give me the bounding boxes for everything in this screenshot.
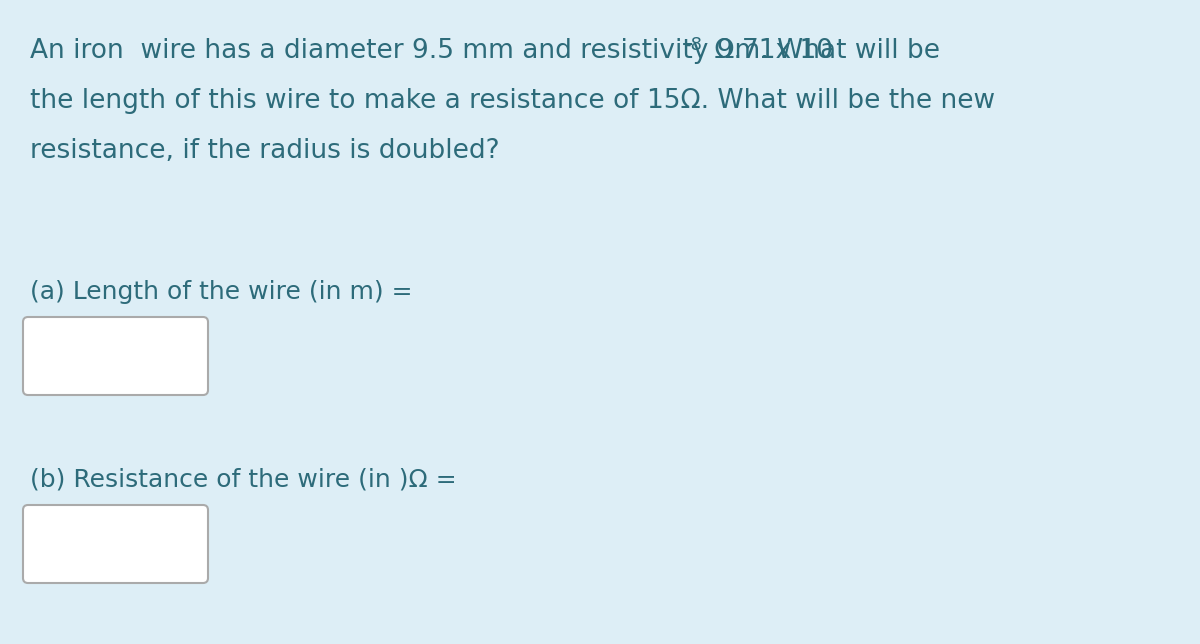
Text: Ωm. What will be: Ωm. What will be bbox=[706, 38, 940, 64]
Text: the length of this wire to make a resistance of 15Ω. What will be the new: the length of this wire to make a resist… bbox=[30, 88, 995, 114]
Text: (b) Resistance of the wire (in )Ω =: (b) Resistance of the wire (in )Ω = bbox=[30, 468, 457, 492]
FancyBboxPatch shape bbox=[23, 317, 208, 395]
Text: An iron  wire has a diameter 9.5 mm and resistivity 9.71x 10: An iron wire has a diameter 9.5 mm and r… bbox=[30, 38, 833, 64]
Text: resistance, if the radius is doubled?: resistance, if the radius is doubled? bbox=[30, 138, 499, 164]
Text: -8: -8 bbox=[684, 36, 702, 54]
FancyBboxPatch shape bbox=[23, 505, 208, 583]
Text: (a) Length of the wire (in m) =: (a) Length of the wire (in m) = bbox=[30, 280, 413, 304]
